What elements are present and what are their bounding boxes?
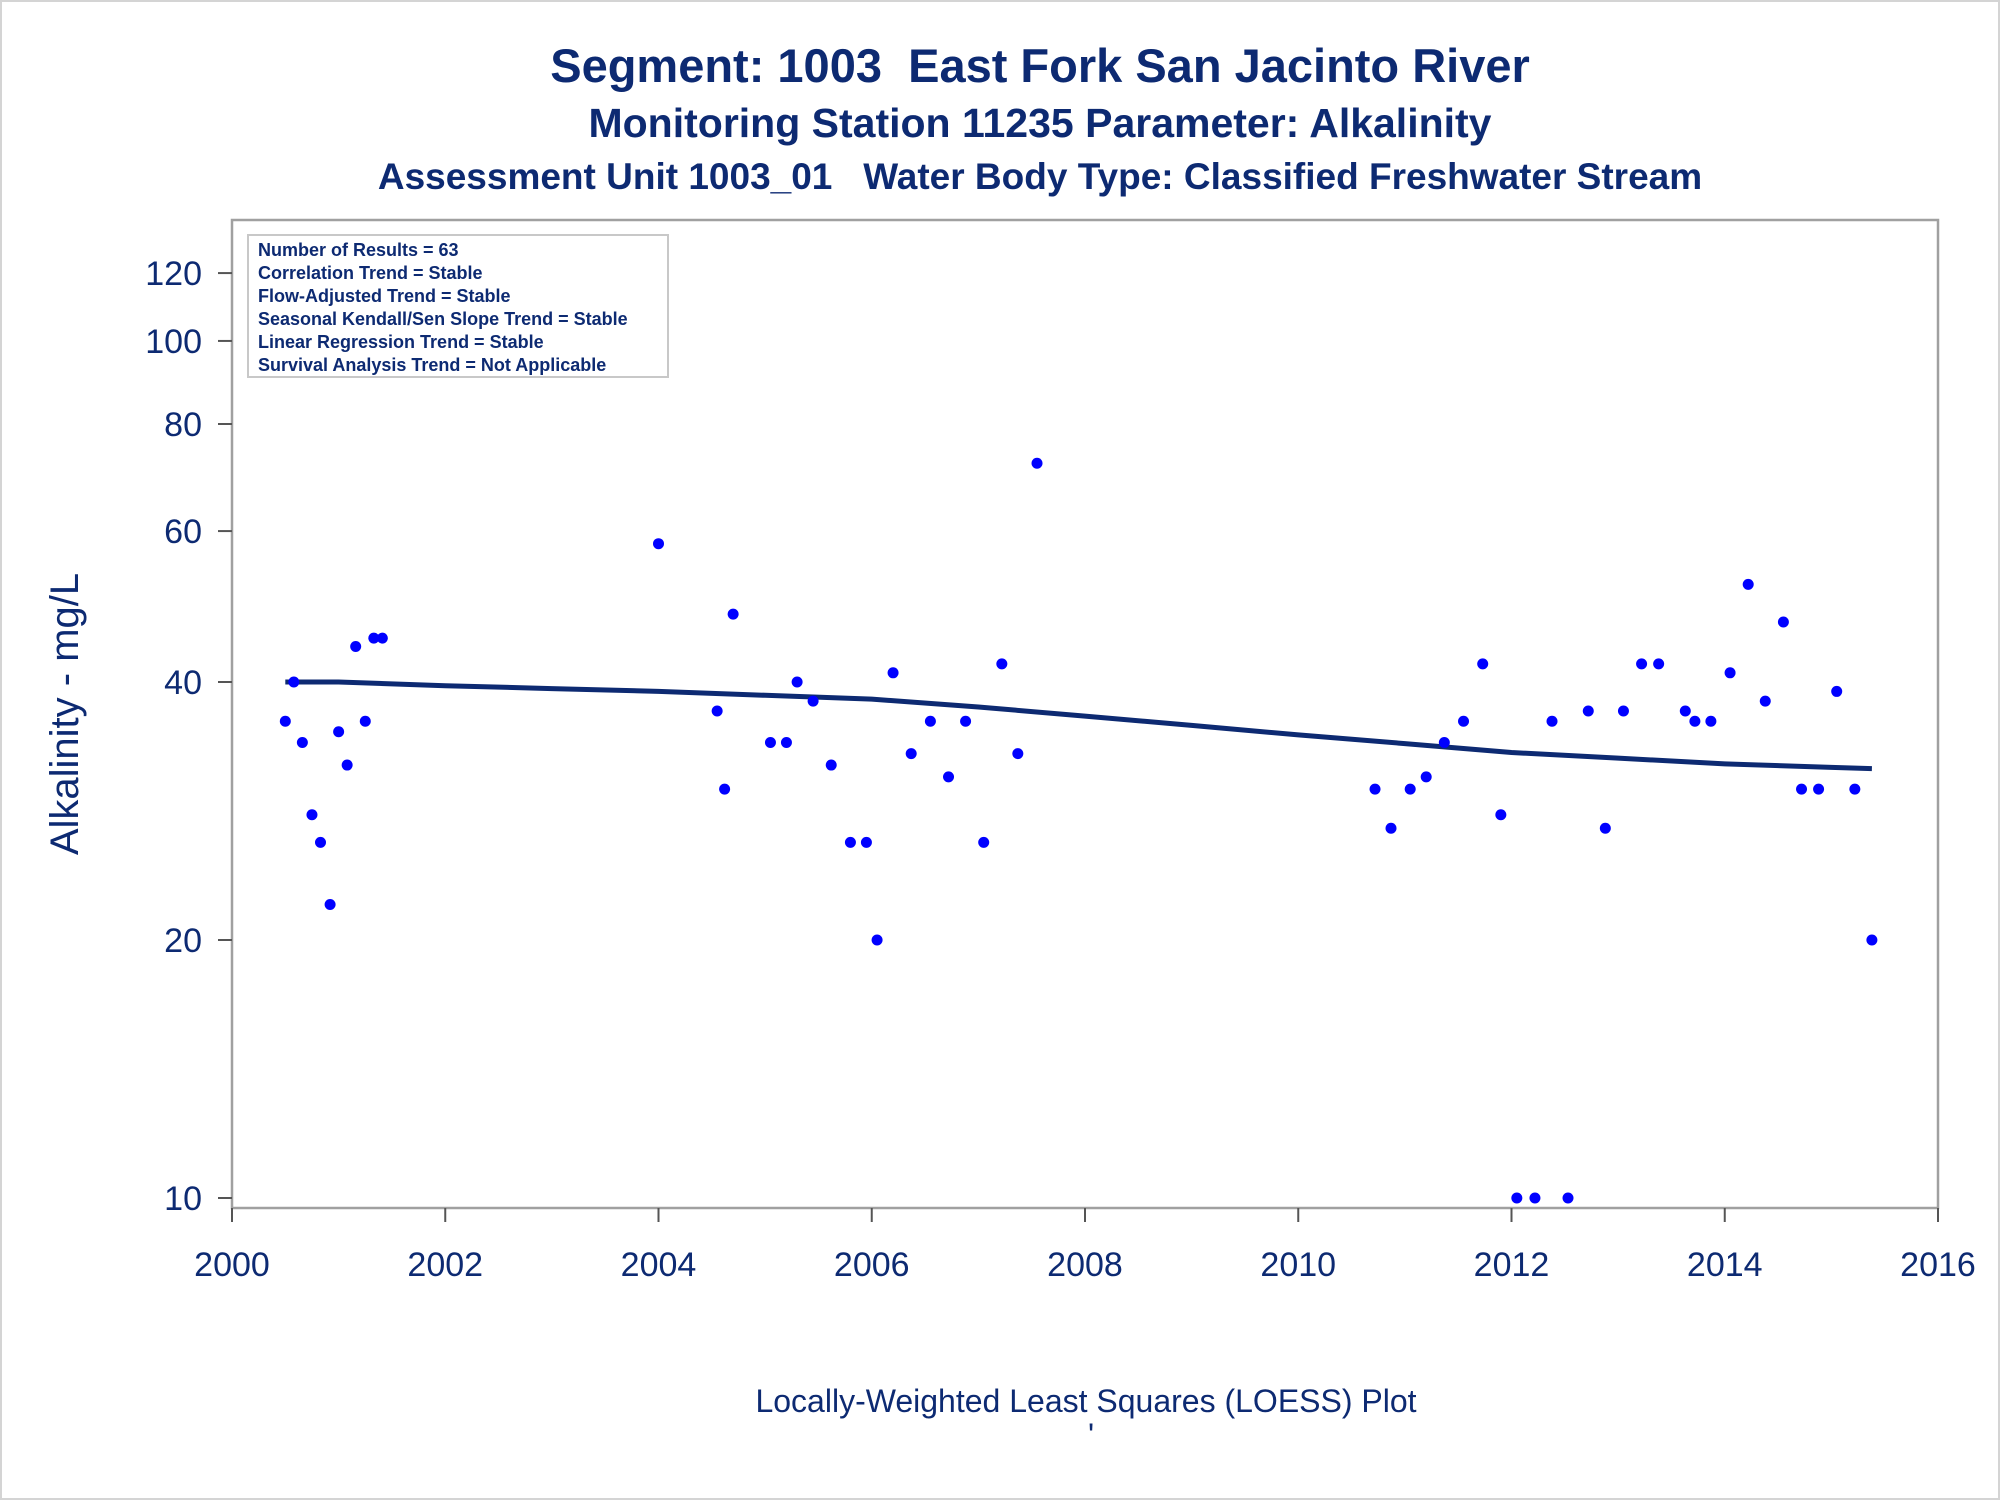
data-point xyxy=(1404,783,1416,795)
data-point xyxy=(871,934,883,946)
data-point xyxy=(727,608,739,620)
x-tick-label: 2014 xyxy=(1687,1246,1763,1284)
data-point xyxy=(1636,658,1648,670)
data-point xyxy=(1420,771,1432,783)
data-point xyxy=(341,759,353,771)
data-point xyxy=(368,632,380,644)
data-point xyxy=(1582,705,1594,717)
data-point xyxy=(279,715,291,727)
data-point xyxy=(1599,822,1611,834)
trend-summary-line: Seasonal Kendall/Sen Slope Trend = Stabl… xyxy=(258,309,628,329)
data-point xyxy=(960,715,972,727)
data-point xyxy=(996,658,1008,670)
data-point xyxy=(978,836,990,848)
data-point xyxy=(1742,578,1754,590)
data-point xyxy=(1369,783,1381,795)
y-tick-label: 60 xyxy=(164,513,202,551)
trend-summary-line: Linear Regression Trend = Stable xyxy=(258,332,544,352)
y-axis-label: Alkalinity - mg/L xyxy=(43,573,87,855)
data-point xyxy=(860,836,872,848)
data-point xyxy=(807,695,819,707)
data-point xyxy=(791,676,803,688)
data-point xyxy=(359,715,371,727)
data-point xyxy=(1849,783,1861,795)
trend-summary-line: Number of Results = 63 xyxy=(258,240,459,260)
chart-subtitle: Monitoring Station 11235 Parameter: Alka… xyxy=(588,100,1492,146)
y-tick-label: 120 xyxy=(145,255,202,293)
data-point xyxy=(924,715,936,727)
x-tick-label: 2004 xyxy=(621,1246,697,1284)
loess-line xyxy=(285,679,1872,772)
chart-subtitle-2: Assessment Unit 1003_01 Water Body Type:… xyxy=(377,156,1703,197)
data-point xyxy=(1438,736,1450,748)
trend-summary-line: Correlation Trend = Stable xyxy=(258,263,483,283)
data-point xyxy=(943,771,955,783)
data-point xyxy=(905,748,917,760)
y-tick-label: 20 xyxy=(164,922,202,960)
x-tick-label: 2008 xyxy=(1047,1246,1123,1284)
data-point xyxy=(1562,1192,1574,1204)
data-point xyxy=(1012,748,1024,760)
data-point xyxy=(1477,658,1489,670)
data-point xyxy=(376,632,388,644)
x-tick-label: 2010 xyxy=(1260,1246,1336,1284)
data-point xyxy=(711,705,723,717)
x-tick-label: 2002 xyxy=(407,1246,483,1284)
data-point xyxy=(306,809,318,821)
data-point xyxy=(324,899,336,911)
y-tick-label: 40 xyxy=(164,664,202,702)
data-point xyxy=(350,641,362,653)
data-point xyxy=(1724,667,1736,679)
y-tick-label: 80 xyxy=(164,406,202,444)
data-point xyxy=(887,667,899,679)
data-point xyxy=(1796,783,1808,795)
x-tick-label: 2006 xyxy=(834,1246,910,1284)
data-point xyxy=(719,783,731,795)
data-point xyxy=(1385,822,1397,834)
data-point xyxy=(1759,695,1771,707)
data-point xyxy=(296,736,308,748)
data-point xyxy=(1031,457,1043,469)
data-point xyxy=(1653,658,1665,670)
data-point xyxy=(1458,715,1470,727)
data-point xyxy=(288,676,300,688)
data-point xyxy=(825,759,837,771)
loess-trend xyxy=(285,679,1872,772)
chart-title: Segment: 1003 East Fork San Jacinto Rive… xyxy=(550,39,1530,92)
data-point xyxy=(1831,685,1843,697)
trend-summary-line: Survival Analysis Trend = Not Applicable xyxy=(258,355,606,375)
data-point xyxy=(780,736,792,748)
trend-summary-border xyxy=(247,234,669,378)
data-point xyxy=(1689,715,1701,727)
data-point xyxy=(1495,809,1507,821)
data-point xyxy=(844,836,856,848)
data-point xyxy=(1777,616,1789,628)
x-tick-label: 2012 xyxy=(1474,1246,1550,1284)
data-point xyxy=(1705,715,1717,727)
footnote: Locally-Weighted Least Squares (LOESS) P… xyxy=(755,1383,1416,1419)
data-point xyxy=(1529,1192,1541,1204)
y-tick-label: 100 xyxy=(145,323,202,361)
data-points xyxy=(279,246,1878,1204)
y-axis: 10 20 40 60 80 100 120 xyxy=(145,255,232,1218)
data-point xyxy=(1813,783,1825,795)
data-point xyxy=(1617,705,1629,717)
trend-summary-box: Number of Results = 63 Correlation Trend … xyxy=(247,234,669,378)
data-point xyxy=(333,726,345,738)
data-point xyxy=(1866,934,1878,946)
x-tick-label: 2000 xyxy=(194,1246,270,1284)
footnote-mark: ' xyxy=(1088,1417,1094,1453)
data-point xyxy=(653,538,664,550)
data-point xyxy=(764,736,776,748)
x-axis: 2000 2002 2004 2006 2008 2010 2012 2014 2016 xyxy=(194,1208,1976,1284)
x-tick-label: 2016 xyxy=(1900,1246,1976,1284)
data-point xyxy=(1511,1192,1523,1204)
data-point xyxy=(1546,715,1558,727)
y-tick-label: 10 xyxy=(164,1180,202,1218)
data-point xyxy=(314,836,326,848)
trend-summary-line: Flow-Adjusted Trend = Stable xyxy=(258,286,511,306)
data-point xyxy=(1679,705,1691,717)
